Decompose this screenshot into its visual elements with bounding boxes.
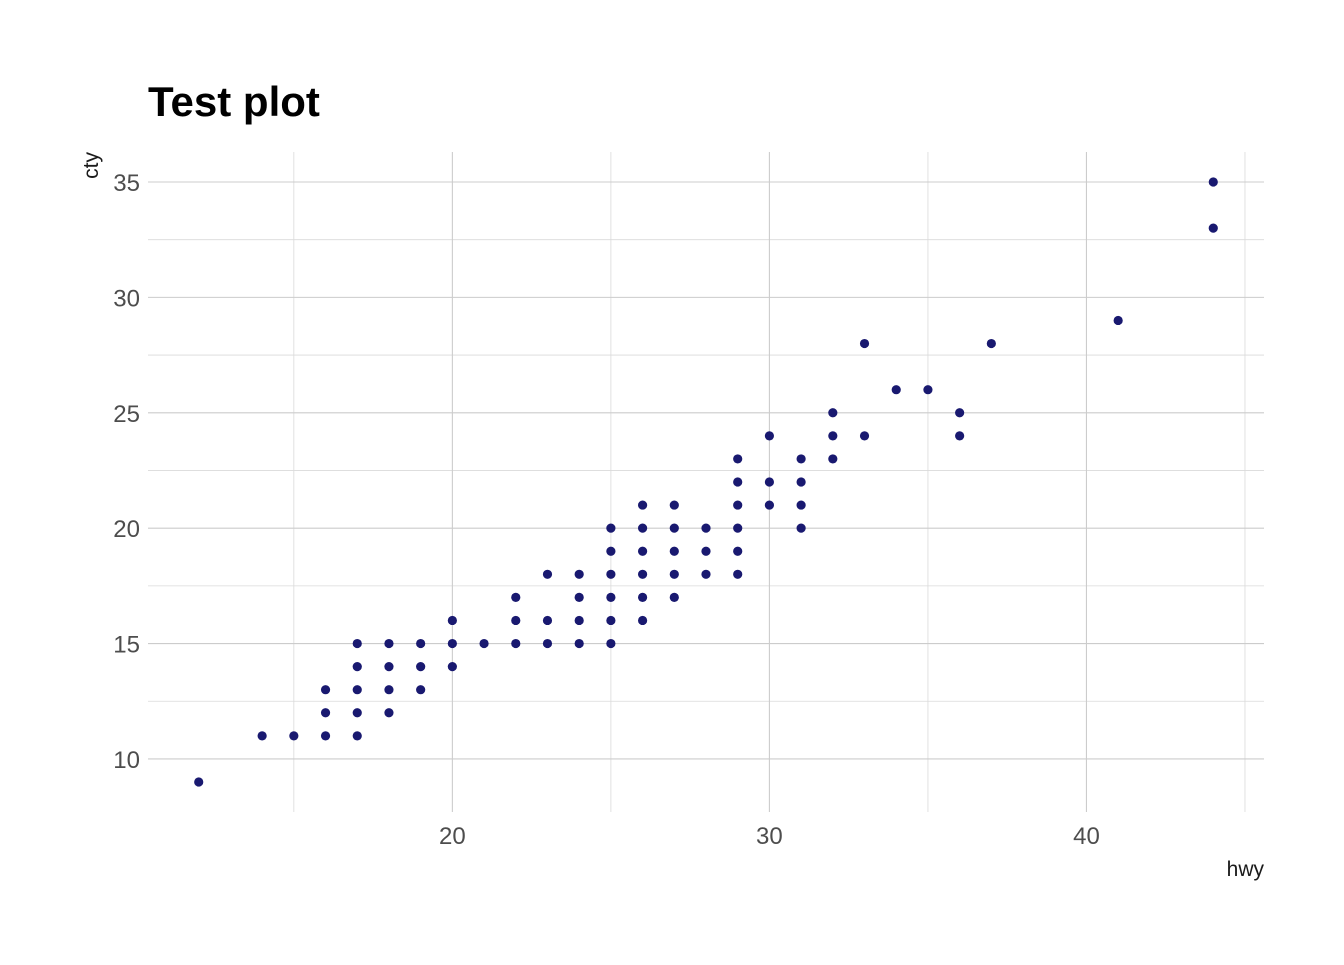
scatter-point [733, 500, 743, 510]
scatter-point [320, 731, 331, 741]
scatter-point [1208, 223, 1218, 233]
y-tick-label: 20 [113, 516, 140, 543]
scatter-point [637, 523, 648, 533]
scatter-point [352, 685, 362, 695]
scatter-point [416, 662, 426, 672]
scatter-point [384, 685, 394, 695]
scatter-point [669, 592, 679, 602]
scatter-point [447, 638, 457, 649]
scatter-point [542, 569, 553, 579]
scatter-point [859, 338, 870, 349]
scatter-point [606, 615, 616, 626]
scatter-point [637, 546, 648, 556]
chart-title: Test plot [148, 78, 320, 125]
scatter-point [669, 523, 679, 533]
scatter-point [384, 708, 394, 718]
scatter-point [733, 569, 743, 579]
scatter-point [669, 569, 679, 579]
tick-labels: 20 30 40 10 15 20 25 30 35 [113, 170, 1100, 850]
scatter-point [511, 615, 521, 626]
y-tick-label: 30 [113, 285, 140, 312]
x-axis-title: hwy [1227, 858, 1265, 881]
scatter-point [733, 546, 743, 556]
scatter-point [320, 708, 331, 718]
scatter-point [669, 500, 679, 510]
scatter-point [606, 546, 616, 556]
scatter-point [733, 454, 743, 464]
scatter-point [257, 731, 267, 741]
scatter-point [606, 592, 616, 602]
scatter-point [511, 592, 521, 602]
scatter-point [416, 638, 426, 649]
scatter-point [796, 477, 806, 487]
y-tick-label: 35 [113, 170, 140, 197]
scatter-point [542, 638, 553, 649]
scatter-point [606, 569, 616, 579]
y-axis-title: cty [80, 152, 103, 179]
scatter-point [859, 431, 870, 441]
scatter-point [352, 708, 362, 718]
scatter-point [733, 477, 743, 487]
scatter-point [352, 731, 362, 741]
y-tick-label: 15 [113, 632, 140, 659]
scatter-point [828, 408, 838, 418]
scatter-point [637, 592, 648, 602]
scatter-point [955, 408, 965, 418]
scatter-point [637, 500, 648, 510]
scatter-point [574, 638, 584, 649]
y-tick-label: 25 [113, 401, 140, 428]
scatter-point [796, 523, 806, 533]
scatter-point [669, 546, 679, 556]
scatter-point [574, 615, 584, 626]
scatter-point [637, 569, 648, 579]
scatter-point [384, 662, 394, 672]
scatter-point [606, 638, 616, 649]
grid-lines [148, 152, 1264, 812]
scatter-point [764, 431, 775, 441]
x-tick-label: 20 [439, 823, 466, 850]
scatter-point [352, 662, 362, 672]
scatter-point [733, 523, 743, 533]
data-points [194, 177, 1218, 787]
scatter-point [764, 477, 775, 487]
scatter-point [384, 638, 394, 649]
x-tick-label: 40 [1073, 823, 1100, 850]
scatter-point [511, 638, 521, 649]
scatter-point [289, 731, 299, 741]
scatter-point [1208, 177, 1218, 187]
scatter-point [320, 685, 331, 695]
scatter-point [479, 638, 489, 649]
scatter-point [606, 523, 616, 533]
scatter-point [637, 615, 648, 626]
scatter-point [701, 569, 711, 579]
scatter-point [923, 385, 933, 395]
scatter-point [542, 615, 553, 626]
scatter-point [764, 500, 775, 510]
scatter-point [828, 454, 838, 464]
scatter-point [955, 431, 965, 441]
scatter-point [1113, 315, 1123, 326]
y-tick-label: 10 [113, 747, 140, 774]
scatter-point [447, 615, 457, 626]
scatter-point [416, 685, 426, 695]
x-tick-label: 30 [756, 823, 783, 850]
scatter-point [796, 454, 806, 464]
scatter-point [574, 569, 584, 579]
scatter-point [828, 431, 838, 441]
scatter-point [352, 638, 362, 649]
scatter-point [891, 385, 901, 395]
scatter-point [701, 546, 711, 556]
scatter-point [447, 662, 457, 672]
scatter-point [796, 500, 806, 510]
scatter-point [986, 338, 996, 349]
scatter-point [701, 523, 711, 533]
scatter-point [574, 592, 584, 602]
scatter-point [194, 777, 204, 787]
